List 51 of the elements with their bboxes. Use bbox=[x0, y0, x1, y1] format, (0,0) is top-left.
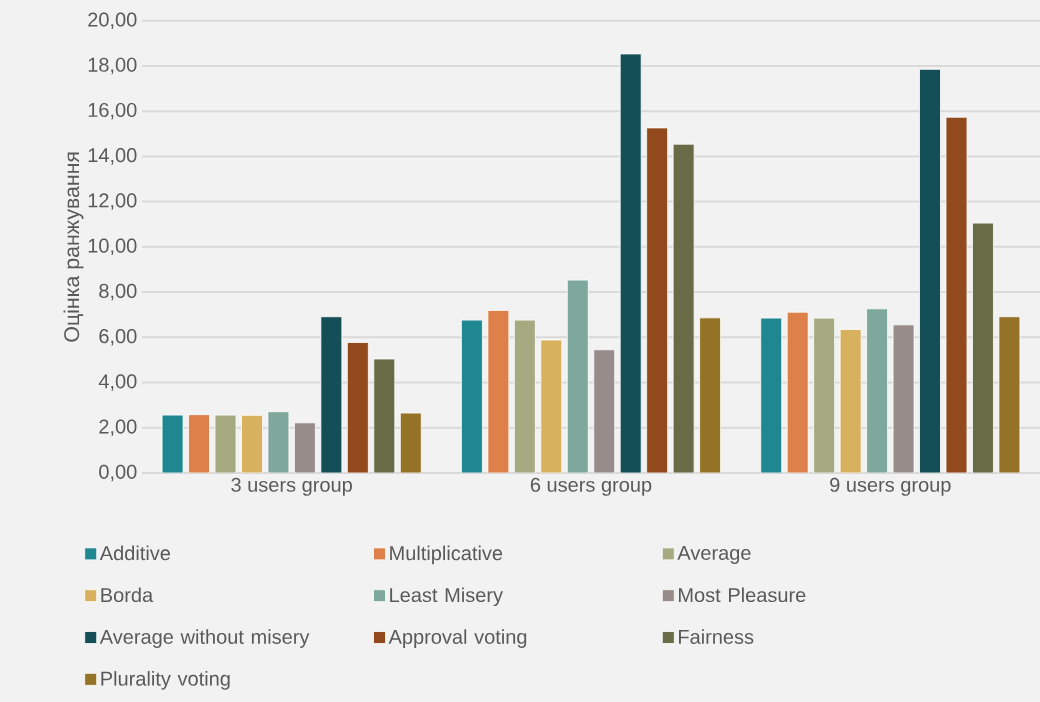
bar bbox=[998, 316, 1021, 473]
bar bbox=[866, 308, 888, 473]
y-tick-label: 18,00 bbox=[88, 57, 137, 75]
bar bbox=[487, 309, 510, 473]
bar bbox=[373, 358, 396, 473]
bar bbox=[540, 339, 563, 473]
y-tick-label: 10,00 bbox=[88, 238, 137, 256]
bar bbox=[513, 319, 536, 473]
legend-label: Approval voting bbox=[388, 629, 527, 648]
bar bbox=[461, 319, 483, 473]
legend-label: Average bbox=[677, 545, 751, 564]
legend-label: Average without misery bbox=[99, 629, 310, 648]
legend-label: Most Pleasure bbox=[679, 587, 806, 603]
bar bbox=[919, 68, 941, 473]
legend-label: Borda bbox=[101, 587, 154, 603]
legend-label: Multiplicative bbox=[390, 545, 503, 565]
x-tick-label: 9 users group bbox=[830, 477, 951, 496]
bar bbox=[672, 143, 695, 473]
y-axis-title: Оцінка ранжування bbox=[63, 152, 84, 342]
bar bbox=[214, 414, 237, 473]
bar bbox=[593, 349, 616, 473]
y-tick-label: 16,00 bbox=[88, 102, 137, 120]
bar bbox=[188, 414, 210, 473]
bar bbox=[813, 317, 836, 473]
y-tick-label: 12,00 bbox=[88, 193, 137, 210]
y-tick-label: 6,00 bbox=[99, 329, 137, 346]
y-tick-label: 8,00 bbox=[99, 283, 137, 301]
bar bbox=[760, 317, 783, 473]
bar bbox=[346, 342, 369, 473]
bar bbox=[786, 311, 809, 473]
y-tick-label: 4,00 bbox=[98, 374, 137, 391]
legend-label: Plurality voting bbox=[101, 671, 230, 690]
bar bbox=[972, 222, 994, 473]
y-tick-label: 0,00 bbox=[99, 464, 137, 482]
bar bbox=[241, 414, 263, 473]
x-tick-label: 6 users group bbox=[530, 477, 652, 496]
bar bbox=[399, 412, 422, 473]
y-tick-label: 14,00 bbox=[88, 148, 137, 165]
legend-label: Fairness bbox=[679, 629, 754, 644]
bar bbox=[646, 127, 669, 473]
y-tick-label: 2,00 bbox=[99, 419, 137, 437]
bar bbox=[294, 422, 316, 473]
bar bbox=[699, 317, 721, 473]
legend-label: Additive bbox=[99, 545, 171, 561]
legend-label: Least Misery bbox=[390, 587, 503, 607]
y-tick-label: 20,00 bbox=[88, 12, 137, 29]
x-tick-label: 3 users group bbox=[231, 477, 352, 496]
bar bbox=[945, 116, 968, 473]
bar bbox=[320, 316, 343, 473]
bar bbox=[619, 53, 642, 473]
bar bbox=[566, 279, 589, 473]
